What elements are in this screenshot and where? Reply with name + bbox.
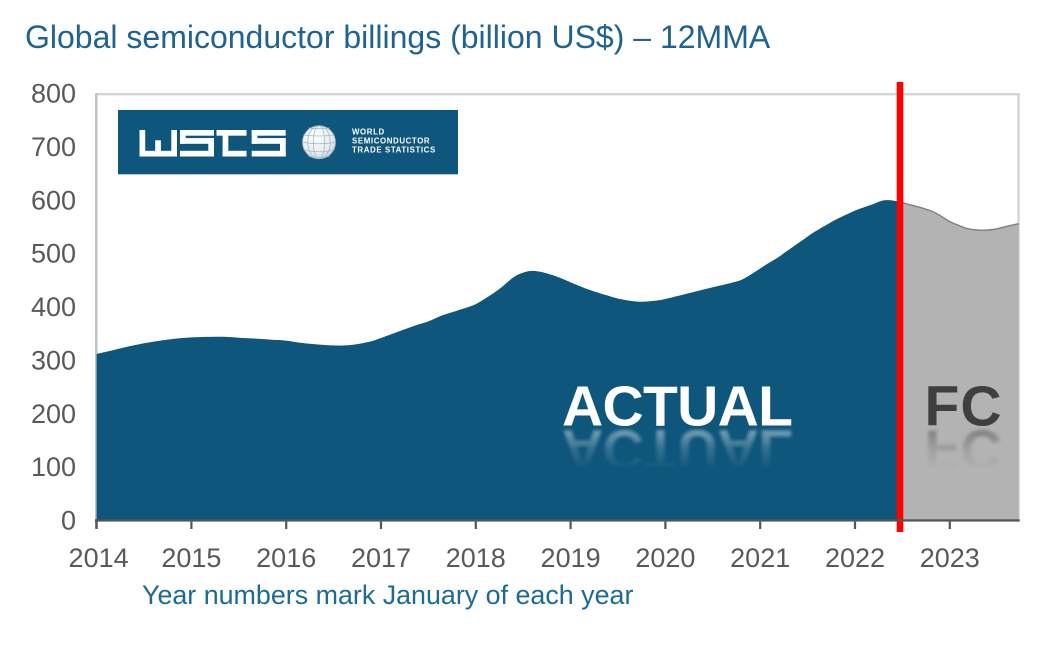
svg-text:ACTUAL: ACTUAL	[562, 418, 793, 482]
svg-text:2021: 2021	[730, 543, 790, 573]
svg-text:2018: 2018	[446, 543, 506, 573]
svg-text:500: 500	[31, 239, 76, 269]
svg-text:0: 0	[61, 506, 76, 536]
svg-text:2019: 2019	[541, 543, 601, 573]
svg-text:SEMICONDUCTOR: SEMICONDUCTOR	[352, 137, 430, 146]
svg-text:600: 600	[31, 185, 76, 215]
svg-text:TRADE STATISTICS: TRADE STATISTICS	[352, 146, 436, 155]
svg-text:2023: 2023	[920, 543, 980, 573]
svg-text:2014: 2014	[69, 543, 129, 573]
svg-text:2020: 2020	[635, 543, 695, 573]
svg-text:2015: 2015	[161, 543, 221, 573]
svg-text:800: 800	[31, 79, 76, 109]
svg-text:FC: FC	[925, 418, 1002, 482]
svg-text:200: 200	[31, 399, 76, 429]
svg-text:2016: 2016	[256, 543, 316, 573]
svg-text:700: 700	[31, 132, 76, 162]
svg-text:2022: 2022	[825, 543, 885, 573]
svg-text:ACTUAL: ACTUAL	[562, 374, 793, 438]
svg-text:100: 100	[31, 452, 76, 482]
svg-text:FC: FC	[925, 374, 1002, 438]
svg-text:2017: 2017	[351, 543, 411, 573]
svg-text:300: 300	[31, 345, 76, 375]
svg-text:WORLD: WORLD	[352, 128, 385, 137]
svg-text:400: 400	[31, 292, 76, 322]
